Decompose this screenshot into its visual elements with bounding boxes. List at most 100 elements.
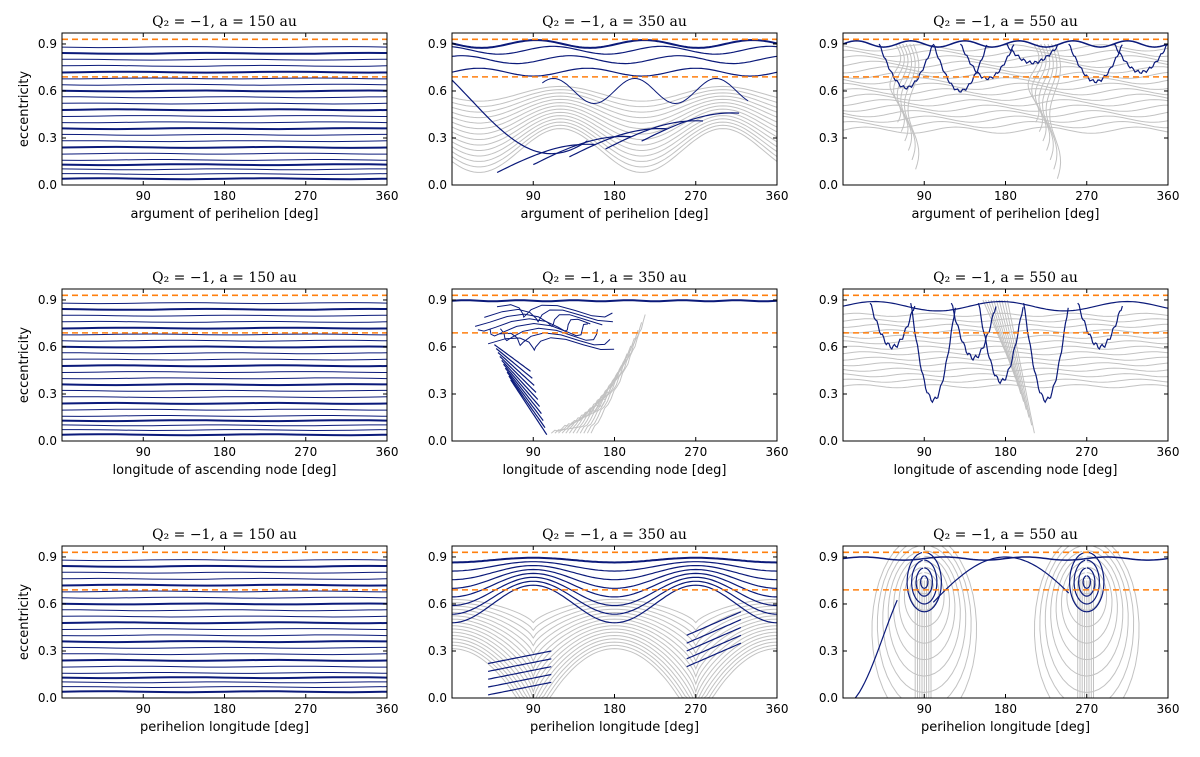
panel-title: Q₂ = −1, a = 350 au [542, 527, 687, 543]
series-line-2 [843, 115, 1168, 123]
series-line-7 [452, 625, 777, 686]
series-line-10 [62, 377, 387, 380]
series-line-3 [452, 118, 777, 157]
series-line-24 [487, 681, 552, 696]
series-line-12 [62, 364, 387, 368]
series-line-12 [62, 108, 387, 112]
y-tick-label: 0.3 [428, 644, 447, 658]
series-line-6 [62, 145, 387, 149]
series-line-1 [452, 644, 777, 698]
series-line-8 [579, 337, 635, 434]
y-tick-label: 0.3 [819, 387, 838, 401]
y-tick-label: 0.6 [819, 597, 838, 611]
series-line-0 [62, 690, 387, 694]
plot-area [452, 551, 777, 698]
series-line-6 [452, 628, 777, 694]
y-tick-label: 0.0 [819, 691, 838, 705]
series-line-8 [62, 389, 387, 392]
x-tick-label: 270 [294, 445, 317, 459]
series-line-15 [452, 55, 777, 65]
y-tick-label: 0.3 [428, 387, 447, 401]
series-line-23 [452, 556, 777, 564]
series-line-17 [990, 299, 1019, 387]
x-tick-label: 360 [376, 702, 399, 716]
series-line-9 [583, 329, 639, 434]
y-tick-label: 0.9 [38, 37, 57, 51]
y-tick-label: 0.3 [819, 644, 838, 658]
series-line-8 [843, 340, 1168, 345]
y-tick-label: 0.3 [38, 387, 57, 401]
series-line-17 [919, 575, 929, 589]
plot-area [843, 294, 1168, 434]
x-tick-label: 270 [684, 445, 707, 459]
series-line-16 [452, 45, 777, 55]
series-line-42 [843, 556, 1168, 561]
y-tick-label: 0.6 [428, 340, 447, 354]
series-line-11 [62, 371, 387, 374]
x-tick-label: 360 [1157, 702, 1180, 716]
series-line-4 [843, 362, 1168, 367]
series-line-15 [62, 89, 387, 93]
series-line-5 [843, 356, 1168, 361]
series-line-16 [62, 83, 387, 86]
plot-area [62, 294, 387, 437]
series-line-10 [62, 634, 387, 637]
y-tick-label: 0.6 [38, 340, 57, 354]
panel-title: Q₂ = −1, a = 150 au [152, 270, 297, 286]
series-line-13 [62, 102, 387, 105]
series-line-14 [452, 602, 777, 632]
series-line-14 [506, 371, 544, 421]
series-line-44 [854, 599, 898, 698]
series-line-22 [641, 112, 740, 142]
series-line-7 [62, 140, 387, 143]
series-line-28 [1049, 43, 1062, 179]
series-line-15 [843, 44, 1168, 52]
series-line-22 [487, 337, 615, 352]
series-line-17 [893, 43, 905, 132]
series-line-2 [452, 641, 777, 698]
x-tick-label: 90 [136, 445, 151, 459]
plot-area [452, 289, 777, 436]
series-line-6 [62, 658, 387, 662]
series-line-24 [542, 77, 749, 105]
series-line-21 [452, 565, 777, 581]
series-line-2 [452, 121, 777, 162]
y-tick-label: 0.6 [38, 84, 57, 98]
series-line-17 [452, 39, 777, 49]
series-line-18 [896, 43, 909, 142]
series-line-12 [510, 379, 548, 436]
y-tick-label: 0.9 [38, 293, 57, 307]
x-tick-label: 270 [1075, 445, 1098, 459]
series-line-2 [62, 424, 387, 427]
x-axis-label: perihelion longitude [deg] [140, 720, 309, 735]
y-tick-label: 0.3 [819, 131, 838, 145]
x-tick-label: 270 [294, 189, 317, 203]
series-line-18 [452, 576, 777, 607]
panel-p32: 0.0 0.3 0.6 0.9 90 180 270 360 Q₂ = −1, a = 350 … [428, 527, 789, 735]
series-line-24 [1034, 43, 1047, 142]
series-line-26 [487, 673, 552, 688]
series-line-10 [452, 95, 777, 119]
series-line-8 [843, 82, 1168, 90]
series-line-25 [1038, 43, 1051, 151]
y-tick-label: 0.6 [819, 84, 838, 98]
series-line-18 [915, 567, 934, 597]
series-line-7 [62, 653, 387, 656]
series-line-30 [487, 658, 552, 672]
x-tick-label: 360 [376, 189, 399, 203]
x-tick-label: 180 [603, 702, 626, 716]
series-line-12 [62, 621, 387, 625]
series-line-23 [452, 79, 588, 155]
x-tick-label: 360 [766, 189, 789, 203]
y-tick-label: 0.0 [819, 434, 838, 448]
series-line-15 [504, 367, 542, 414]
y-tick-label: 0.9 [428, 293, 447, 307]
series-line-20 [452, 568, 777, 589]
series-line-11 [62, 115, 387, 118]
series-line-20 [62, 58, 387, 61]
series-line-35 [843, 40, 1168, 48]
series-line-9 [452, 98, 777, 124]
series-line-6 [62, 401, 387, 405]
y-tick-label: 0.0 [819, 178, 838, 192]
series-line-7 [62, 396, 387, 399]
